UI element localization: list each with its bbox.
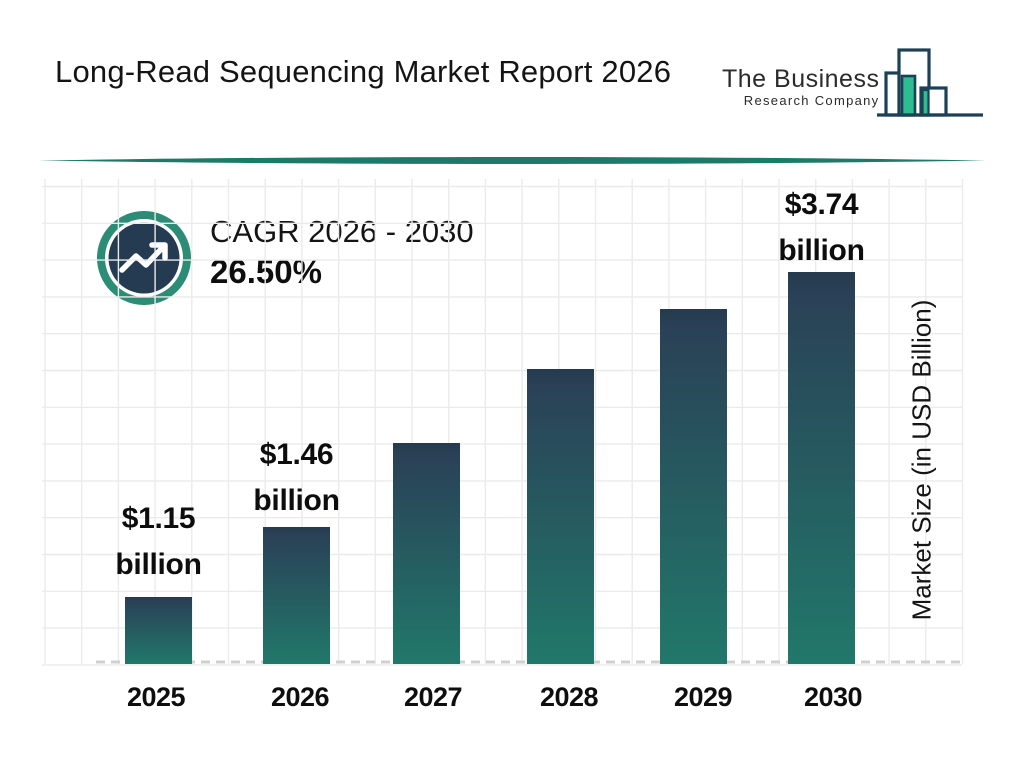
logo-name-secondary: Research Company xyxy=(743,93,880,108)
value-label-line: billion xyxy=(253,484,340,517)
bar-2030 xyxy=(788,272,855,664)
bar-2027 xyxy=(393,443,460,664)
value-label-line: $1.15 xyxy=(121,502,196,535)
value-label-line: $1.46 xyxy=(259,438,334,471)
x-tick-2029: 2029 xyxy=(673,682,733,712)
value-label-2030: $3.74 billion xyxy=(737,182,907,274)
bar-2029 xyxy=(660,309,727,664)
x-tick-2030: 2030 xyxy=(803,682,863,712)
bar-2026 xyxy=(263,527,330,664)
x-tick-2027: 2027 xyxy=(403,682,463,712)
page-title: Long-Read Sequencing Market Report 2026 xyxy=(55,54,672,89)
value-label-line: billion xyxy=(115,548,202,581)
x-tick-2028: 2028 xyxy=(539,682,599,712)
logo-buildings-icon xyxy=(877,48,984,117)
value-label-line: billion xyxy=(778,234,865,267)
x-tick-2025: 2025 xyxy=(126,682,186,712)
company-logo: The Business Research Company xyxy=(722,40,985,122)
header-divider xyxy=(38,156,986,165)
y-axis-label: Market Size (in USD Billion) xyxy=(906,299,937,621)
bar-2028 xyxy=(527,369,594,664)
trending-up-icon xyxy=(97,211,191,305)
logo-name-primary: The Business xyxy=(722,65,880,93)
logo-text: The Business Research Company xyxy=(722,66,879,108)
value-label-2026: $1.46 billion xyxy=(212,432,382,524)
value-label-2025: $1.15 billion xyxy=(74,496,244,588)
x-tick-2026: 2026 xyxy=(270,682,330,712)
bar-2025 xyxy=(125,597,192,664)
cagr-label: CAGR 2026 - 2030 xyxy=(210,214,474,249)
value-label-line: $3.74 xyxy=(784,188,859,221)
